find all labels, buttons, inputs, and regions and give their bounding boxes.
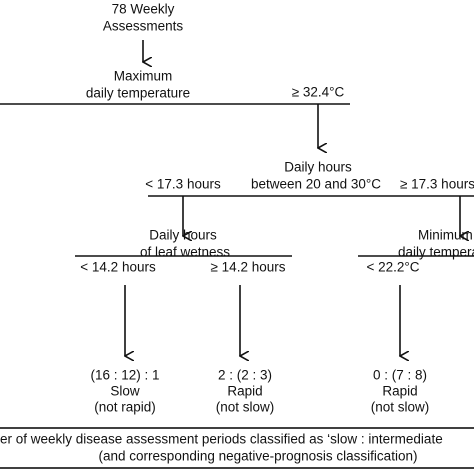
branch-label: < 17.3 hours (145, 177, 221, 192)
branch-label: < 22.2°C (366, 260, 419, 275)
leaf-text: (16 : 12) : 1 (90, 368, 159, 383)
leaf-text: (not rapid) (94, 400, 156, 415)
footnote-box (0, 427, 474, 469)
leaf-text: 2 : (2 : 3) (218, 368, 272, 383)
node-text: Daily hours (284, 160, 352, 175)
branch-label: < 14.2 hours (80, 260, 156, 275)
branch-label: ≥ 17.3 hours (400, 177, 474, 192)
labels: 78 Weekly Assessments Maximum daily temp… (0, 2, 474, 464)
node-text: 78 Weekly (112, 2, 175, 17)
connectors (0, 40, 474, 469)
leaf-text: (not slow) (216, 400, 275, 415)
leaf-text: 0 : (7 : 8) (373, 368, 427, 383)
node-text: Minimum (418, 228, 473, 243)
node-text: Maximum (114, 69, 173, 84)
footnote: er of weekly disease assessment periods … (0, 432, 443, 447)
node-text: daily temperature (398, 245, 474, 260)
leaf-text: (not slow) (371, 400, 430, 415)
node-text: between 20 and 30°C (251, 177, 381, 192)
branch-label: ≥ 14.2 hours (211, 260, 286, 275)
node-text: of leaf wetness (140, 245, 230, 260)
leaf-text: Rapid (382, 384, 417, 399)
leaf-text: Slow (110, 384, 140, 399)
node-text: daily temperature (86, 86, 190, 101)
node-text: Daily hours (149, 228, 217, 243)
branch-label: ≥ 32.4°C (292, 85, 345, 100)
branch-labels-below: < 14.2 hours ≥ 14.2 hours < 22.2°C (80, 260, 419, 275)
leaf-text: Rapid (227, 384, 262, 399)
node-text: Assessments (103, 19, 184, 34)
footnote: (and corresponding negative-prognosis cl… (99, 449, 418, 464)
